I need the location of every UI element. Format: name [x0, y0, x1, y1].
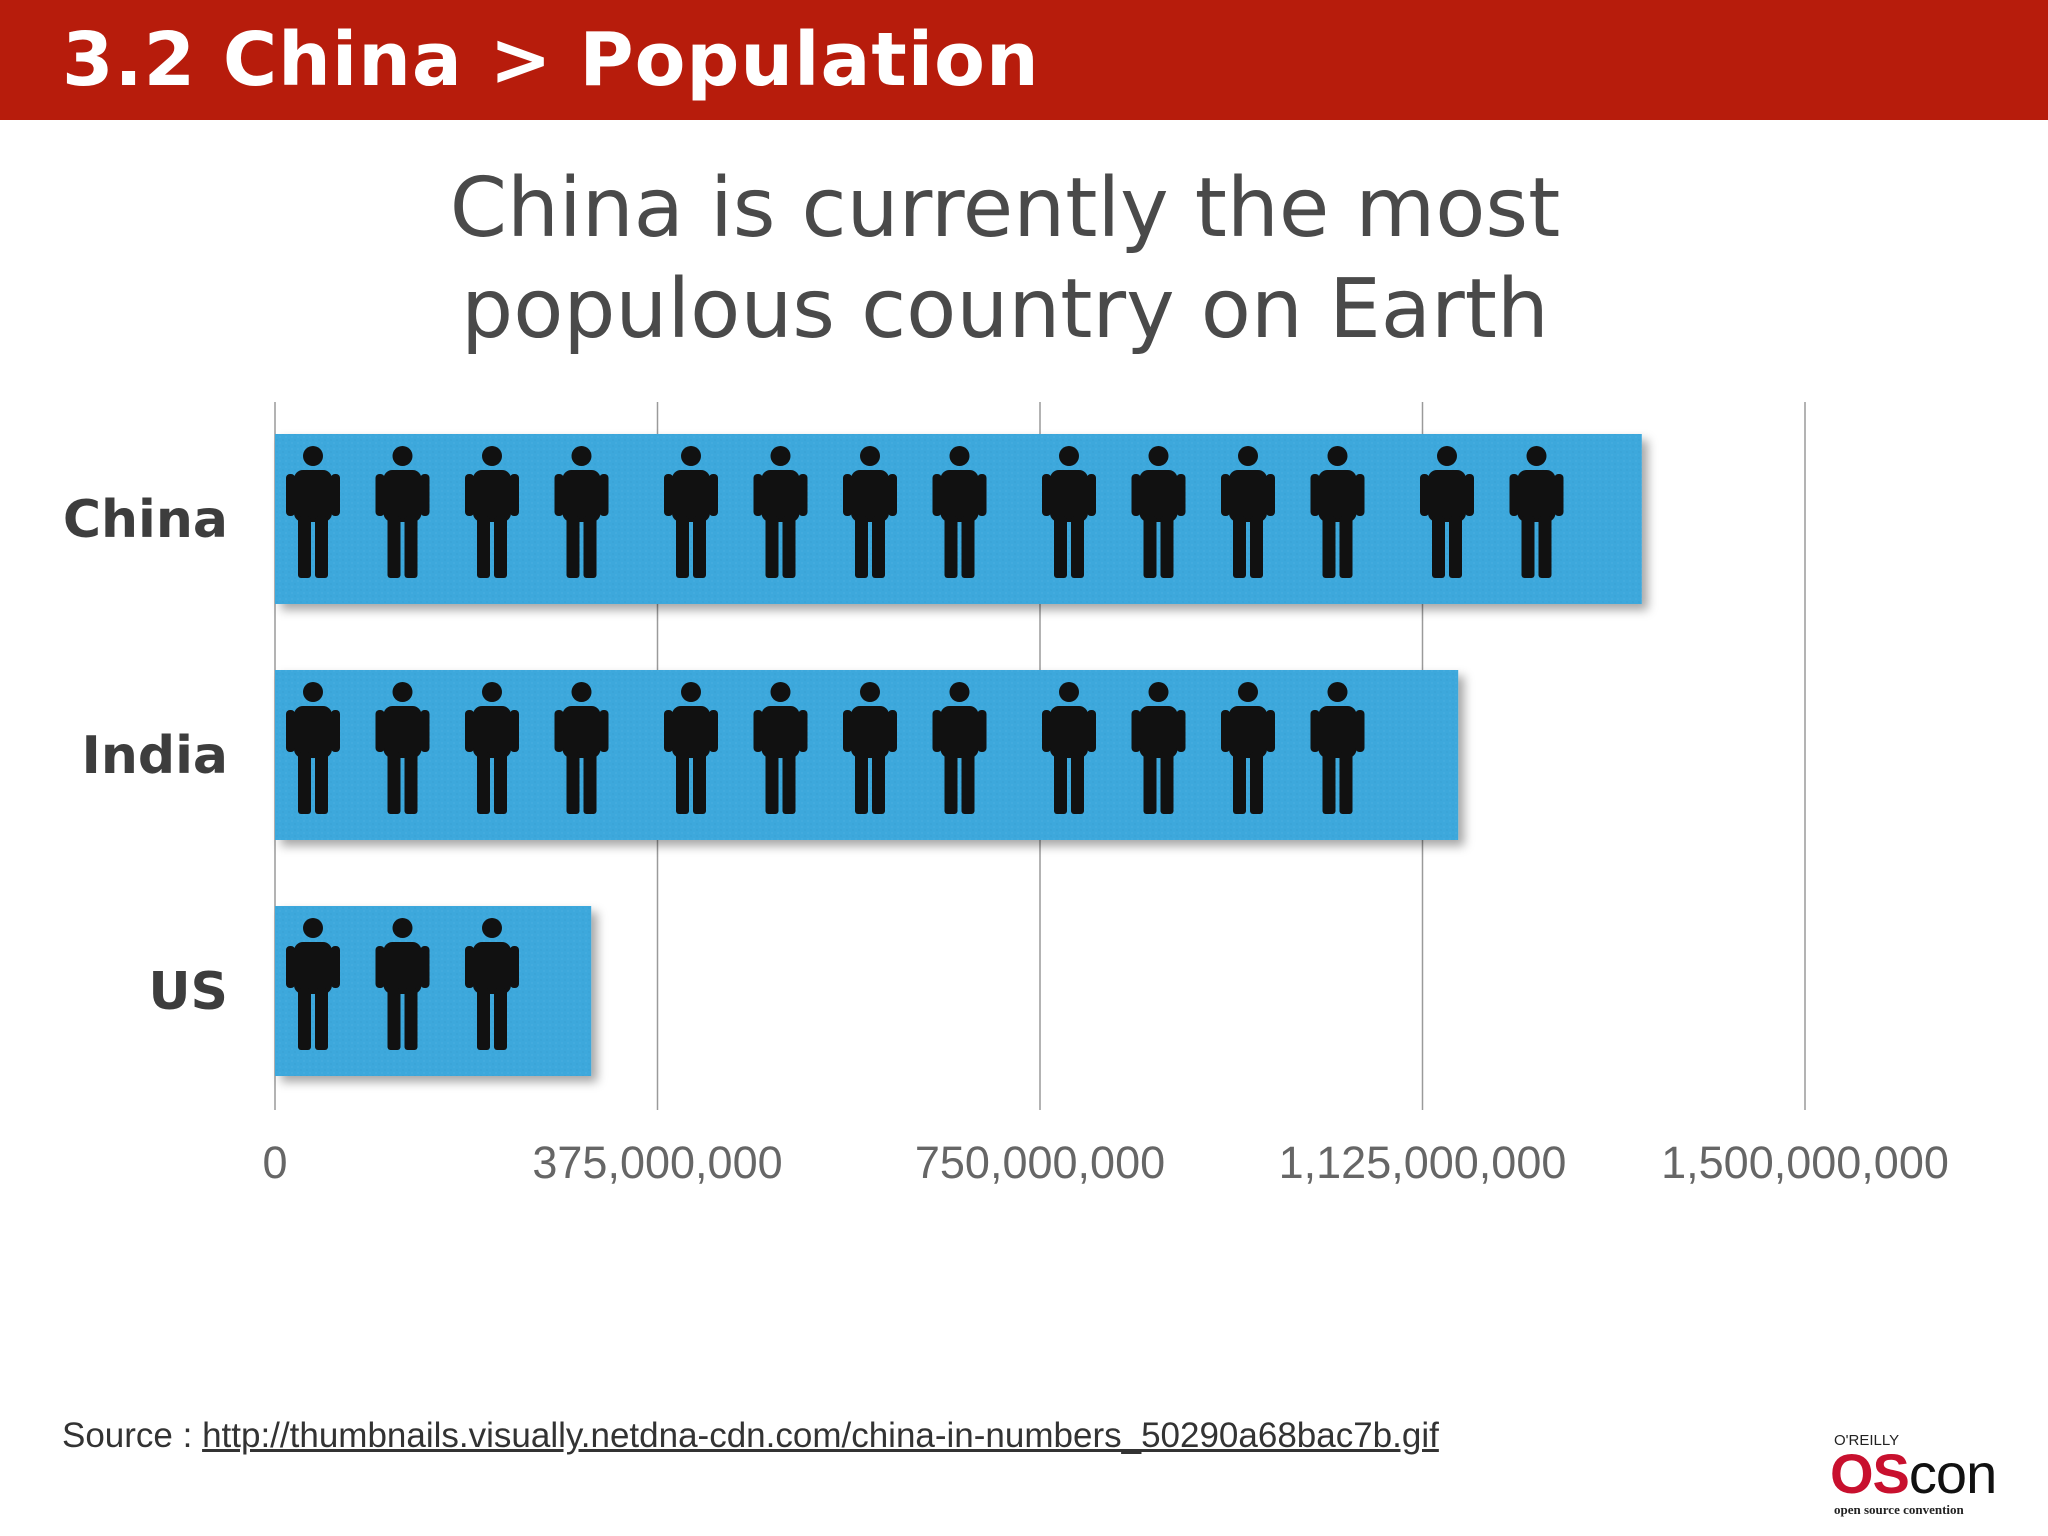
person-icon: [753, 682, 808, 814]
x-tick-label: 1,500,000,000: [1661, 1137, 1949, 1188]
source-citation: Source : http://thumbnails.visually.netd…: [62, 1416, 1439, 1456]
person-icon: [375, 682, 430, 814]
x-tick-label: 1,125,000,000: [1279, 1137, 1567, 1188]
person-icon: [375, 918, 430, 1050]
person-icon: [753, 446, 808, 578]
person-icon: [1131, 446, 1186, 578]
person-icon: [932, 682, 987, 814]
person-icon: [554, 446, 609, 578]
logo-publisher: O'REILLY: [1834, 1432, 1900, 1449]
person-icon: [1310, 446, 1365, 578]
logo-wordmark: OScon: [1830, 1442, 1997, 1505]
person-icon: [843, 682, 897, 814]
person-icon: [1221, 682, 1275, 814]
person-icon: [1310, 682, 1365, 814]
person-icon: [932, 446, 987, 578]
person-icon: [286, 682, 340, 814]
person-icon: [1042, 682, 1096, 814]
person-icon: [465, 446, 519, 578]
oscon-logo: O'REILLY OScon open source convention: [1830, 1430, 2030, 1520]
x-tick-label: 0: [262, 1137, 287, 1188]
person-icon: [1509, 446, 1564, 578]
person-icon: [286, 918, 340, 1050]
person-icon: [465, 918, 519, 1050]
category-label: India: [81, 726, 228, 786]
person-icon: [375, 446, 430, 578]
source-prefix: Source :: [62, 1416, 203, 1455]
x-tick-label: 750,000,000: [915, 1137, 1165, 1188]
person-icon: [554, 682, 609, 814]
header-bar: 3.2 China > Population: [0, 0, 2048, 120]
person-icon: [1420, 446, 1474, 578]
logo-tagline: open source convention: [1834, 1502, 1964, 1517]
logo-word-con: con: [1908, 1442, 1997, 1505]
person-icon: [664, 682, 718, 814]
logo-word-os: OS: [1830, 1442, 1910, 1505]
person-icon: [286, 446, 340, 578]
person-icon: [843, 446, 897, 578]
person-icon: [1221, 446, 1275, 578]
headline-line-1: China is currently the most: [449, 161, 1561, 256]
x-tick-label: 375,000,000: [532, 1137, 782, 1188]
page-title: 3.2 China > Population: [62, 17, 1040, 103]
headline-line-2: populous country on Earth: [461, 262, 1549, 357]
category-label: US: [148, 962, 228, 1022]
slide-headline: China is currently the most populous cou…: [300, 158, 1710, 360]
source-link[interactable]: http://thumbnails.visually.netdna-cdn.co…: [202, 1416, 1439, 1455]
person-icon: [1131, 682, 1186, 814]
category-label: China: [63, 490, 228, 550]
person-icon: [664, 446, 718, 578]
person-icon: [1042, 446, 1096, 578]
person-icon: [465, 682, 519, 814]
